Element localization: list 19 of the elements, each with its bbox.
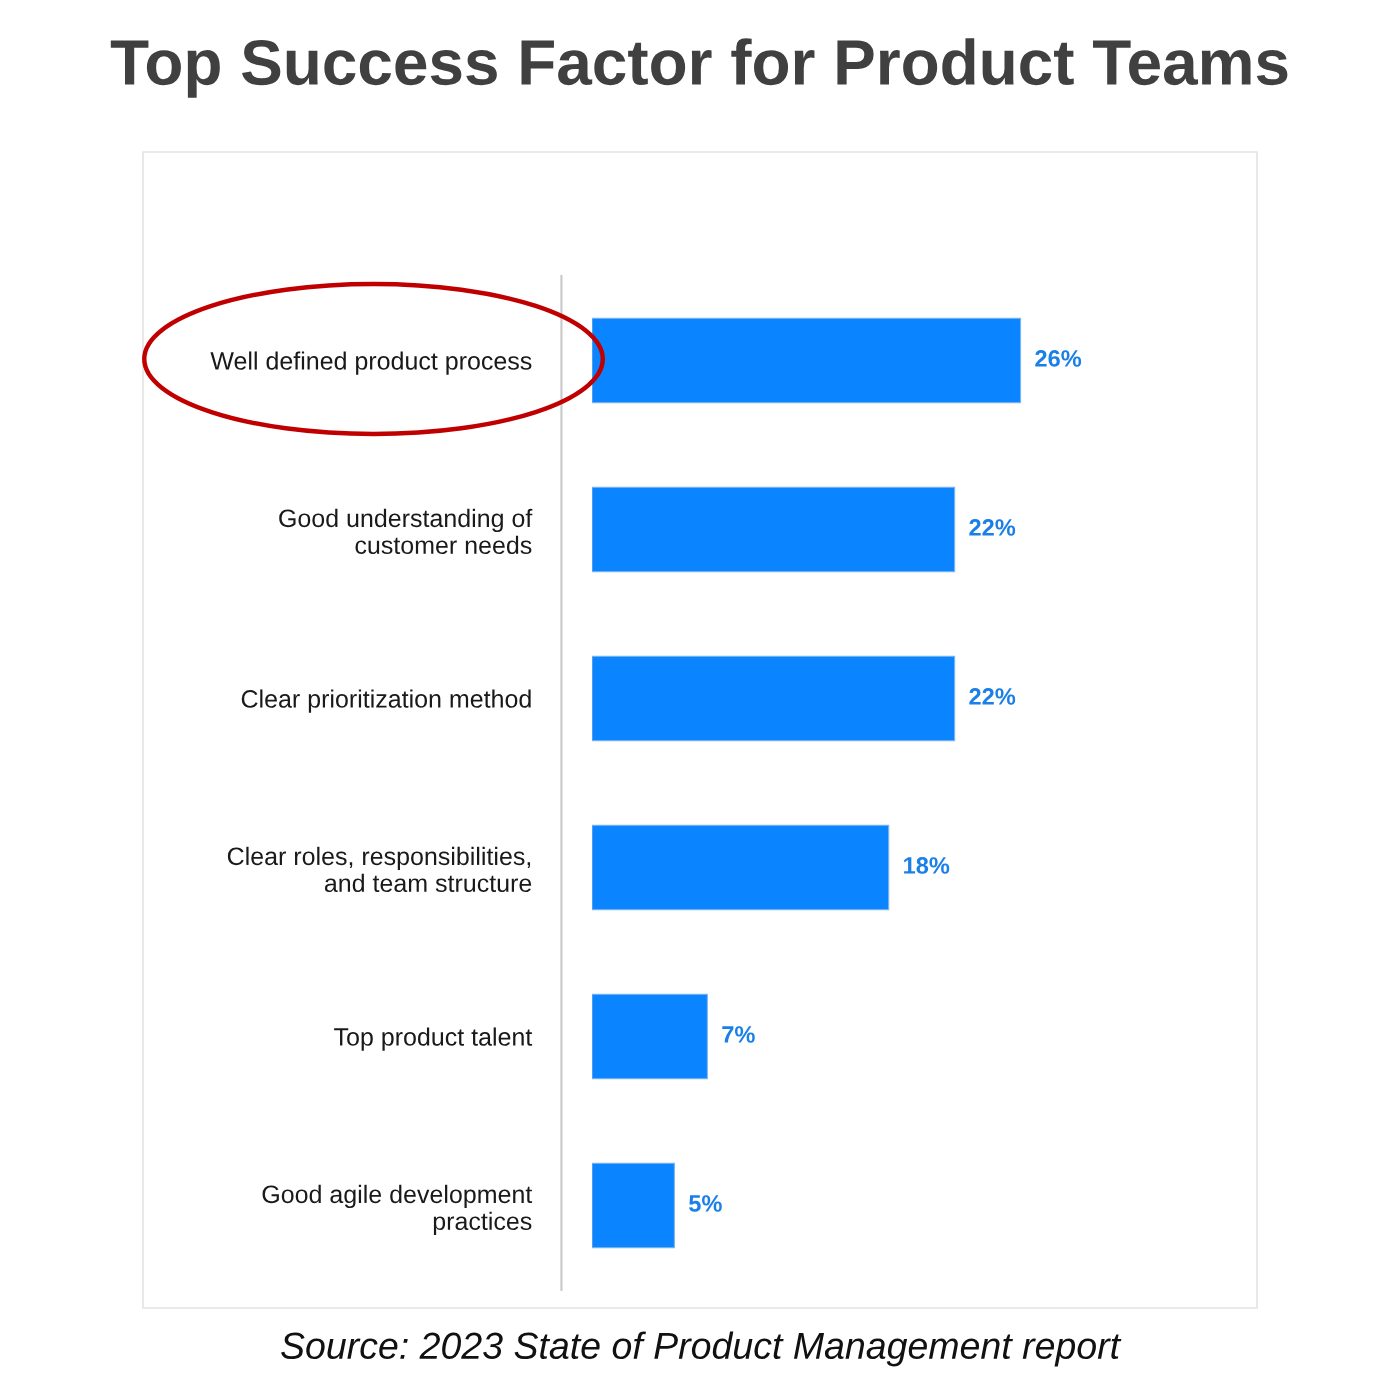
chart-title: Top Success Factor for Product Teams [110,38,1288,98]
y-tick-label: Clear prioritization method [241,689,531,713]
source-note: Source: 2023 State of Product Management report [281,1331,1122,1367]
bar [592,993,708,1080]
bar [592,486,956,573]
data-label: 18% [904,857,950,874]
bar [592,655,956,742]
y-tick-label: Top product talent [334,1027,533,1051]
y-tick-label: Good agile development practices [262,1184,533,1236]
data-label: 5% [689,1195,722,1212]
data-label: 22% [969,519,1016,536]
y-tick-label: Well defined product process [210,351,532,375]
bar [592,824,890,911]
data-label: 7% [722,1026,755,1043]
data-label: 22% [969,688,1016,705]
bar [592,1162,675,1249]
data-label: 26% [1035,350,1082,367]
y-tick-label: Clear roles, responsibilities, and team structure [227,846,532,893]
y-tick-label: Good understanding of customer needs [279,508,533,555]
